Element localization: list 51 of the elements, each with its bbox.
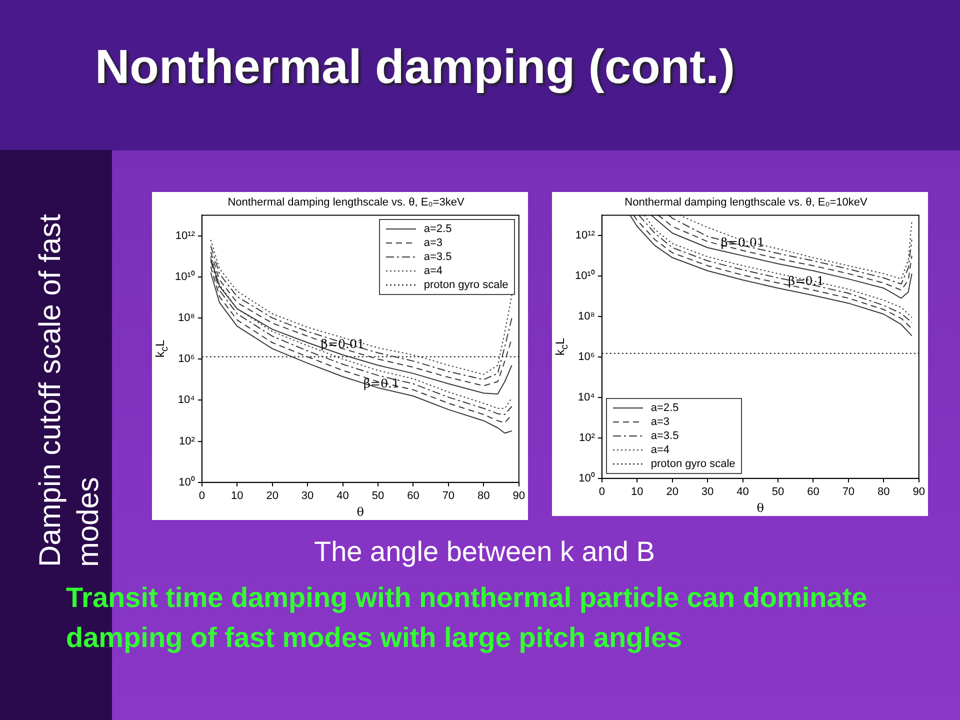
x-tick-label: 40 — [736, 486, 749, 498]
legend-label: a=3 — [424, 237, 443, 250]
chart-title: Nonthermal damping lengthscale vs. θ, E₀=3keV — [228, 196, 465, 209]
y-tick-label: 10⁴ — [578, 391, 596, 404]
x-tick-label: 80 — [478, 490, 490, 502]
y-tick-label: 10² — [578, 432, 596, 444]
x-tick-label: 20 — [666, 486, 678, 498]
x-tick-label: 50 — [772, 486, 784, 498]
legend-label: a=3.5 — [424, 251, 452, 264]
x-tick-label: 80 — [878, 486, 890, 498]
y-tick-label: 10⁸ — [578, 310, 595, 322]
x-axis-title: θ — [356, 504, 364, 519]
text: Dampin cutoff scale of fast modes — [33, 213, 106, 567]
y-tick-label: 10⁸ — [178, 312, 195, 324]
text: The angle between k and B — [314, 536, 655, 568]
y-tick-label: 10¹² — [175, 230, 196, 242]
x-tick-label: 60 — [807, 486, 820, 498]
y-tick-label: 10⁰ — [178, 475, 195, 488]
x-tick-label: 90 — [512, 490, 526, 502]
x-tick-label: 20 — [266, 490, 278, 502]
x-tick-label: 70 — [842, 486, 855, 498]
legend-label: a=2.5 — [424, 223, 452, 236]
chart-title: Nonthermal damping lengthscale vs. θ, E₀=10keV — [624, 196, 868, 209]
y-tick-label: 10⁶ — [178, 353, 195, 366]
x-tick-label: 50 — [372, 490, 384, 502]
y-tick-label: 10¹⁰ — [574, 268, 595, 282]
legend-label: proton gyro scale — [424, 279, 508, 292]
x-tick-label: 0 — [198, 490, 205, 502]
x-tick-label: 90 — [912, 486, 926, 498]
y-tick-label: 10⁴ — [178, 394, 196, 406]
x-tick-label: 10 — [230, 490, 244, 502]
legend-label: proton gyro scale — [650, 458, 736, 470]
y-tick-label: 10¹² — [575, 229, 596, 242]
legend-label: a=4 — [424, 265, 443, 278]
y-tick-label: 10⁰ — [578, 471, 595, 484]
y-tick-label: 10¹⁰ — [174, 270, 195, 283]
x-tick-label: 0 — [598, 486, 605, 498]
legend-label: a=3.5 — [650, 430, 679, 442]
text: Nonthermal damping (cont.) — [95, 40, 735, 95]
legend-label: a=3 — [650, 416, 670, 428]
x-tick-label: 30 — [301, 490, 314, 502]
y-tick-label: 10² — [178, 435, 196, 448]
x-tick-label: 10 — [630, 486, 644, 498]
legend-label: a=2.5 — [650, 402, 679, 414]
x-tick-label: 70 — [442, 490, 455, 502]
x-axis-title: θ — [756, 500, 764, 515]
y-tick-label: 10⁶ — [578, 350, 595, 363]
x-tick-label: 40 — [336, 490, 349, 502]
legend-label: a=4 — [650, 444, 670, 456]
x-tick-label: 60 — [407, 490, 420, 502]
x-tick-label: 30 — [701, 486, 714, 498]
